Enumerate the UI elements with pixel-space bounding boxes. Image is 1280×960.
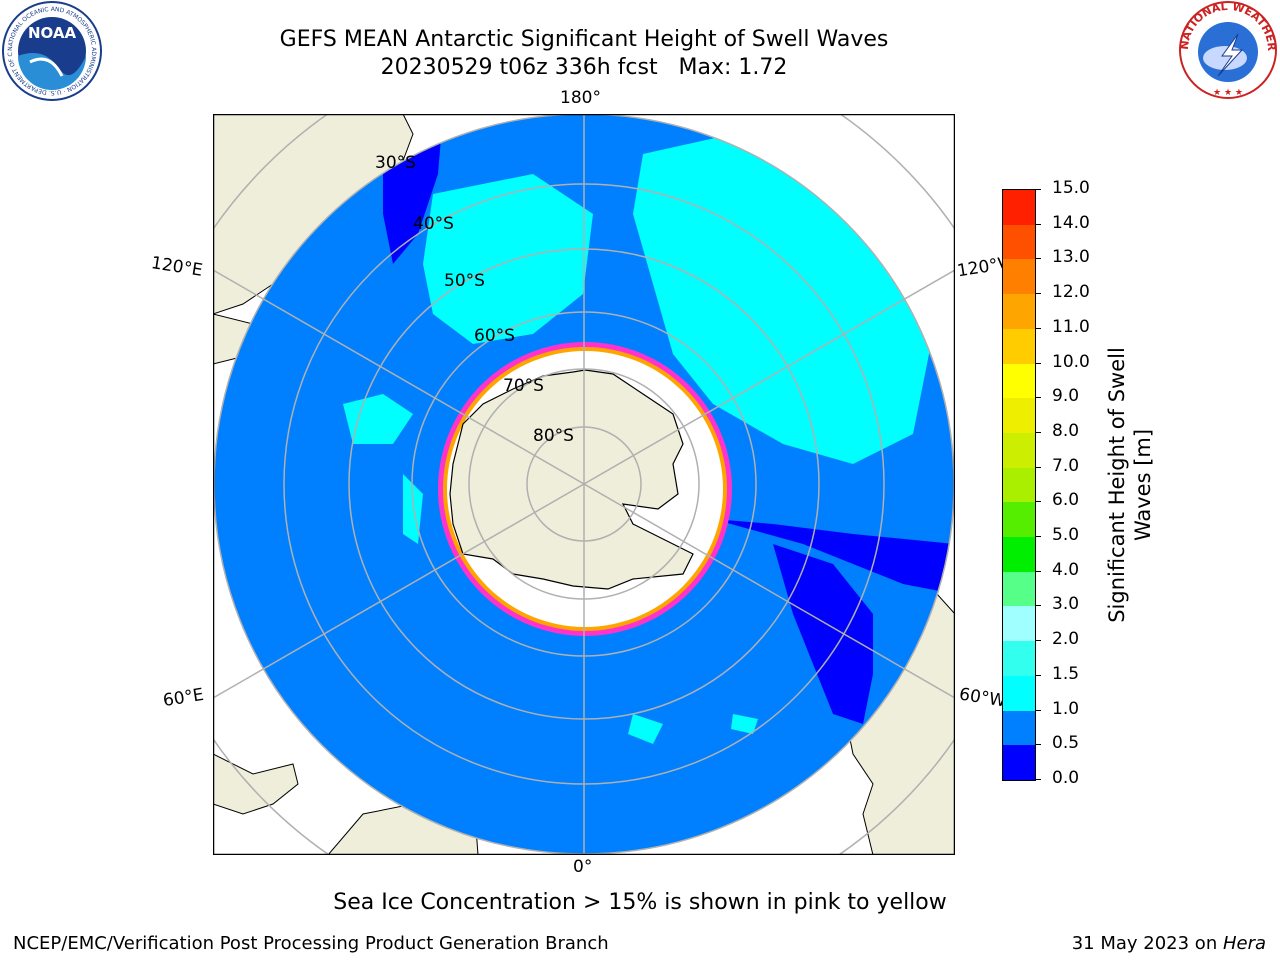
colorbar-swatch: [1003, 328, 1035, 364]
colorbar-swatch: [1003, 432, 1035, 468]
colorbar-swatch: [1003, 363, 1035, 399]
colorbar-tick-label: 5.0: [1052, 525, 1080, 546]
colorbar-tick-label: 7.0: [1052, 455, 1080, 476]
colorbar-tick-label: 1.0: [1052, 698, 1080, 719]
colorbar-swatch: [1003, 571, 1035, 607]
colorbar-tick: [1035, 536, 1041, 538]
noaa-logo: NATIONAL OCEANIC AND ATMOSPHERIC ADMINIS…: [0, 0, 102, 101]
colorbar-tick: [1035, 189, 1041, 190]
colorbar-tick-label: 3.0: [1052, 594, 1080, 615]
colorbar-swatch: [1003, 710, 1035, 746]
colorbar-tick: [1035, 431, 1041, 433]
colorbar-swatch: [1003, 294, 1035, 329]
lat-label-60s: 60°S: [474, 326, 515, 346]
colorbar-tick: [1035, 362, 1041, 364]
colorbar: [1002, 189, 1036, 781]
colorbar-tick: [1035, 258, 1041, 260]
colorbar-tick-label: 6.0: [1052, 490, 1080, 511]
colorbar-tick-label: 14.0: [1052, 212, 1090, 233]
footer-date: 31 May 2023 on Hera: [1071, 933, 1266, 954]
lat-label-40s: 40°S: [413, 214, 454, 234]
colorbar-swatch: [1003, 606, 1035, 642]
colorbar-tick-label: 0.0: [1052, 768, 1080, 788]
svg-text:★ ★ ★: ★ ★ ★: [1213, 88, 1243, 98]
colorbar-swatch: [1003, 190, 1035, 225]
map-title: GEFS MEAN Antarctic Significant Height o…: [279, 27, 889, 52]
colorbar-tick: [1035, 466, 1041, 468]
colorbar-tick: [1035, 605, 1041, 607]
colorbar-tick: [1035, 223, 1041, 225]
colorbar-swatch: [1003, 641, 1035, 676]
colorbar-swatch: [1003, 502, 1035, 538]
colorbar-tick-label: 11.0: [1052, 316, 1090, 337]
lat-label-70s: 70°S: [503, 376, 544, 396]
lat-label-30s: 30°S: [375, 153, 416, 173]
colorbar-swatch: [1003, 224, 1035, 260]
lon-label-0: 0°: [573, 857, 593, 877]
colorbar-swatch: [1003, 745, 1035, 780]
colorbar-swatch: [1003, 467, 1035, 503]
colorbar-label: Significant Height of Swell Waves [m]: [1105, 347, 1155, 623]
colorbar-tick-label: 9.0: [1052, 386, 1080, 407]
lon-label-60w: 60°W: [957, 684, 1008, 712]
colorbar-swatch: [1003, 259, 1035, 295]
colorbar-tick-label: 2.0: [1052, 629, 1080, 650]
colorbar-tick: [1035, 327, 1041, 329]
colorbar-tick: [1035, 709, 1041, 711]
colorbar-tick-label: 8.0: [1052, 420, 1080, 441]
colorbar-tick: [1035, 744, 1041, 746]
colorbar-swatch: [1003, 675, 1035, 711]
antarctic-swell-map: 30°S 40°S 50°S 60°S 70°S 80°S: [213, 114, 955, 855]
footer-branch: NCEP/EMC/Verification Post Processing Pr…: [13, 933, 609, 954]
colorbar-tick: [1035, 293, 1041, 295]
colorbar-tick: [1035, 570, 1041, 572]
colorbar-tick: [1035, 674, 1041, 676]
land-africa: [213, 753, 299, 815]
sea-ice-note: Sea Ice Concentration > 15% is shown in …: [333, 890, 947, 915]
colorbar-tick: [1035, 640, 1041, 642]
colorbar-tick-label: 1.5: [1052, 663, 1080, 684]
lat-label-50s: 50°S: [444, 271, 485, 291]
colorbar-tick-label: 4.0: [1052, 559, 1080, 580]
colorbar-tick-label: 12.0: [1052, 282, 1090, 303]
colorbar-tick-label: 0.5: [1052, 733, 1080, 754]
lon-label-180: 180°: [560, 88, 601, 108]
lon-label-60e: 60°E: [161, 684, 206, 712]
lon-label-120e: 120°E: [149, 253, 204, 281]
colorbar-tick-label: 13.0: [1052, 247, 1090, 268]
colorbar-tick: [1035, 501, 1041, 503]
colorbar-tick-label: 15.0: [1052, 178, 1090, 198]
land-antarctica: [449, 369, 694, 590]
colorbar-swatch: [1003, 537, 1035, 572]
colorbar-tick: [1035, 397, 1041, 399]
lat-label-80s: 80°S: [533, 426, 574, 446]
nws-logo: NATIONAL WEATHER SERVICE ★ ★ ★: [1178, 0, 1278, 99]
colorbar-tick-label: 10.0: [1052, 351, 1090, 372]
noaa-logo-text: NOAA: [28, 24, 77, 42]
colorbar-tick: [1035, 779, 1041, 780]
map-subtitle: 20230529 t06z 336h fcst Max: 1.72: [380, 55, 788, 80]
colorbar-swatch: [1003, 398, 1035, 433]
